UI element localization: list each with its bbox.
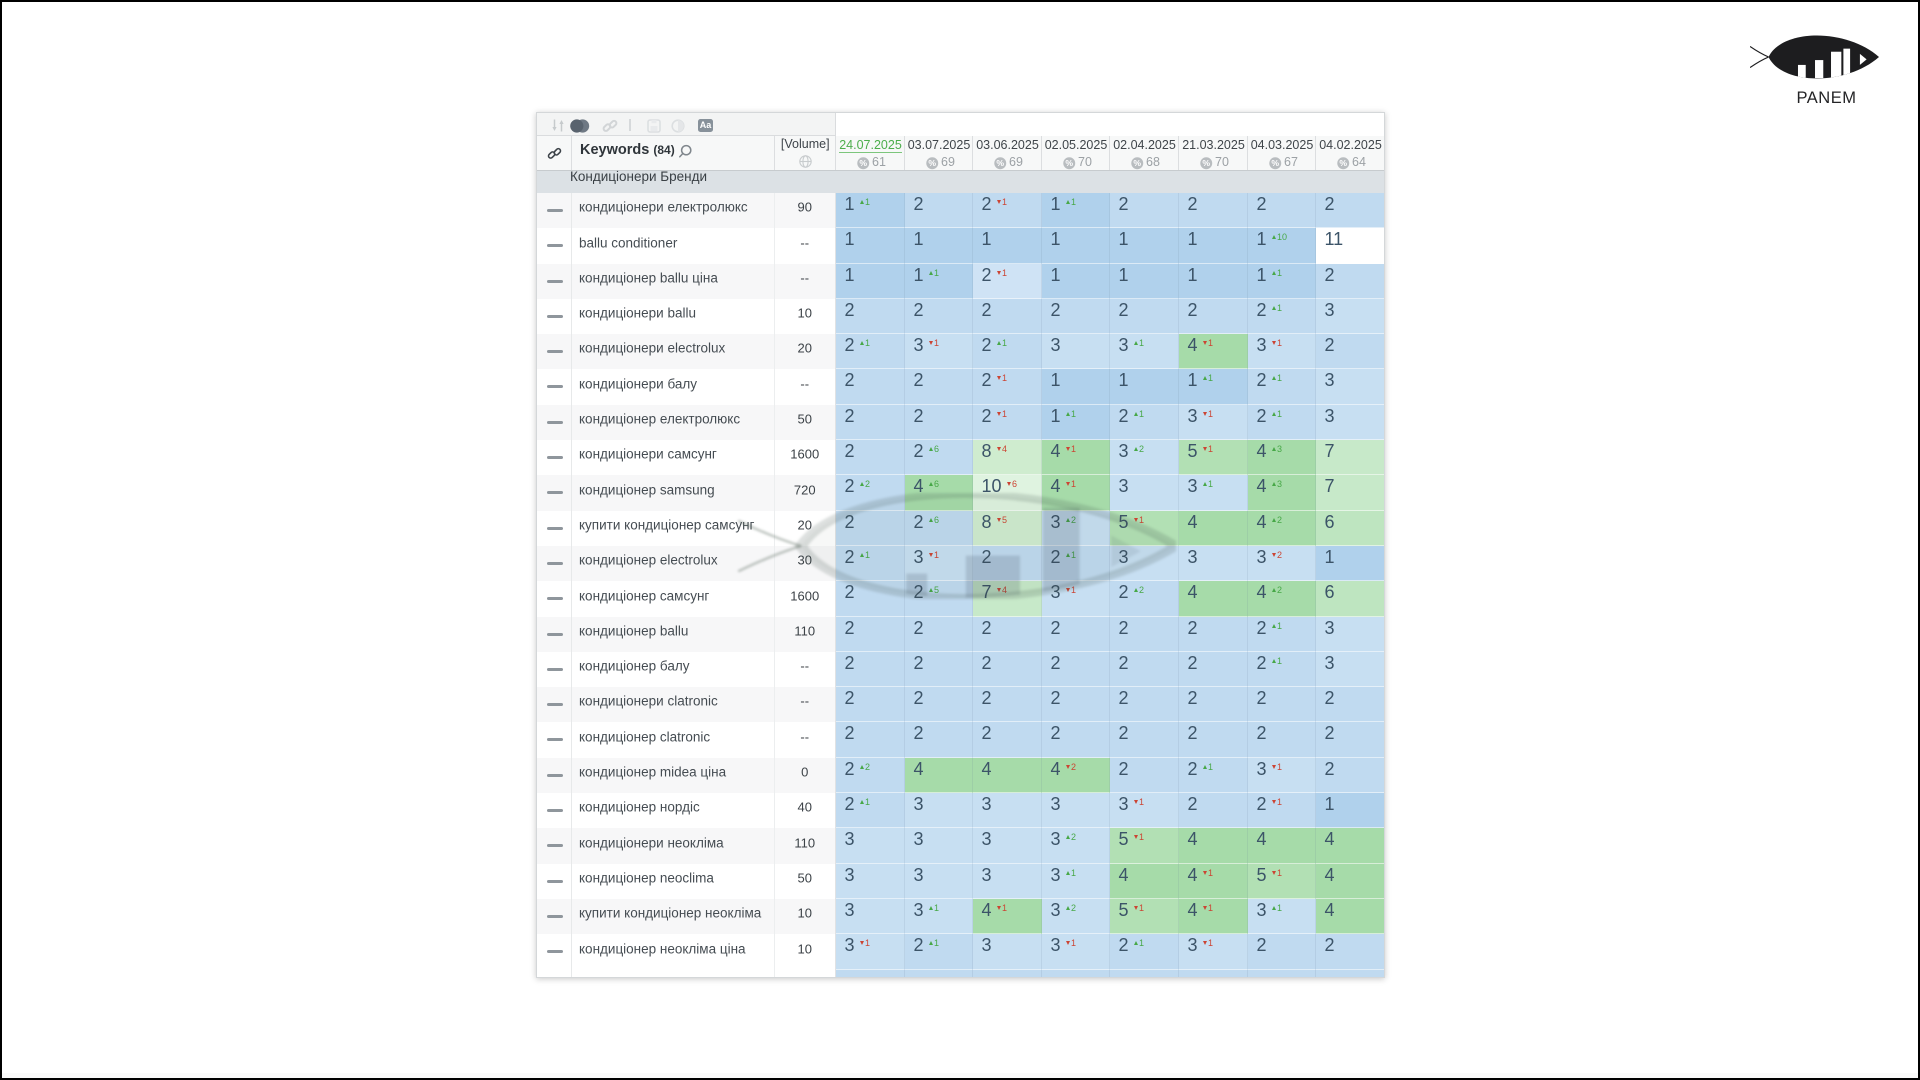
svg-text:%: % xyxy=(1271,158,1279,168)
svg-text:%: % xyxy=(1133,158,1141,168)
svg-text:%: % xyxy=(996,158,1004,168)
svg-text:%: % xyxy=(1339,158,1347,168)
svg-text:%: % xyxy=(859,158,867,168)
svg-text:%: % xyxy=(1065,158,1073,168)
svg-text:%: % xyxy=(1202,158,1210,168)
svg-text:%: % xyxy=(928,158,936,168)
